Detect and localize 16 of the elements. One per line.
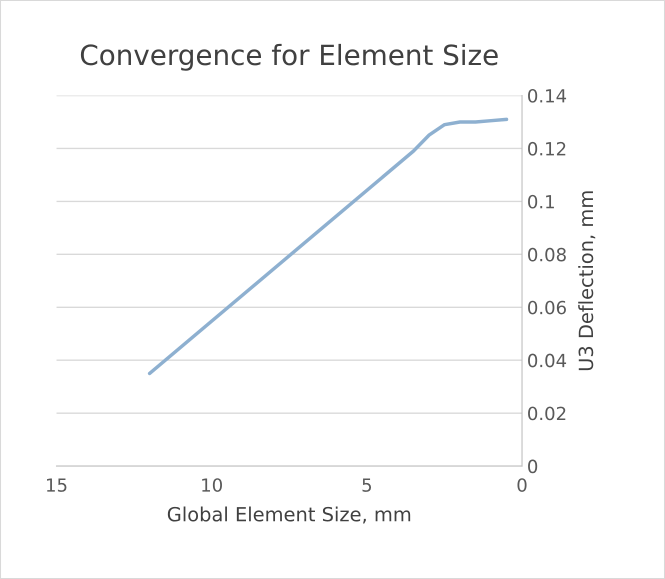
y-axis-title: U3 Deflection, mm xyxy=(578,191,596,370)
y-tick-label: 0.06 xyxy=(528,300,566,314)
y-tick-label: 0.08 xyxy=(528,248,566,262)
x-tick-label: 10 xyxy=(202,478,222,492)
y-tick-label: 0.1 xyxy=(528,194,554,209)
line-series xyxy=(148,118,508,376)
x-tick-label: 15 xyxy=(47,478,66,492)
x-tick-label: 0 xyxy=(517,478,527,492)
y-tick-label: 0.02 xyxy=(528,406,566,420)
y-tick-label: 0.14 xyxy=(528,88,566,103)
y-tick-label: 0.12 xyxy=(528,142,566,156)
y-tick-label: 0 xyxy=(528,460,538,474)
x-axis-title: Global Element Size, mm xyxy=(168,506,410,524)
y-tick-label: 0.04 xyxy=(528,354,566,368)
x-tick-label: 5 xyxy=(362,478,372,492)
chart-title: Convergence for Element Size xyxy=(80,44,498,71)
